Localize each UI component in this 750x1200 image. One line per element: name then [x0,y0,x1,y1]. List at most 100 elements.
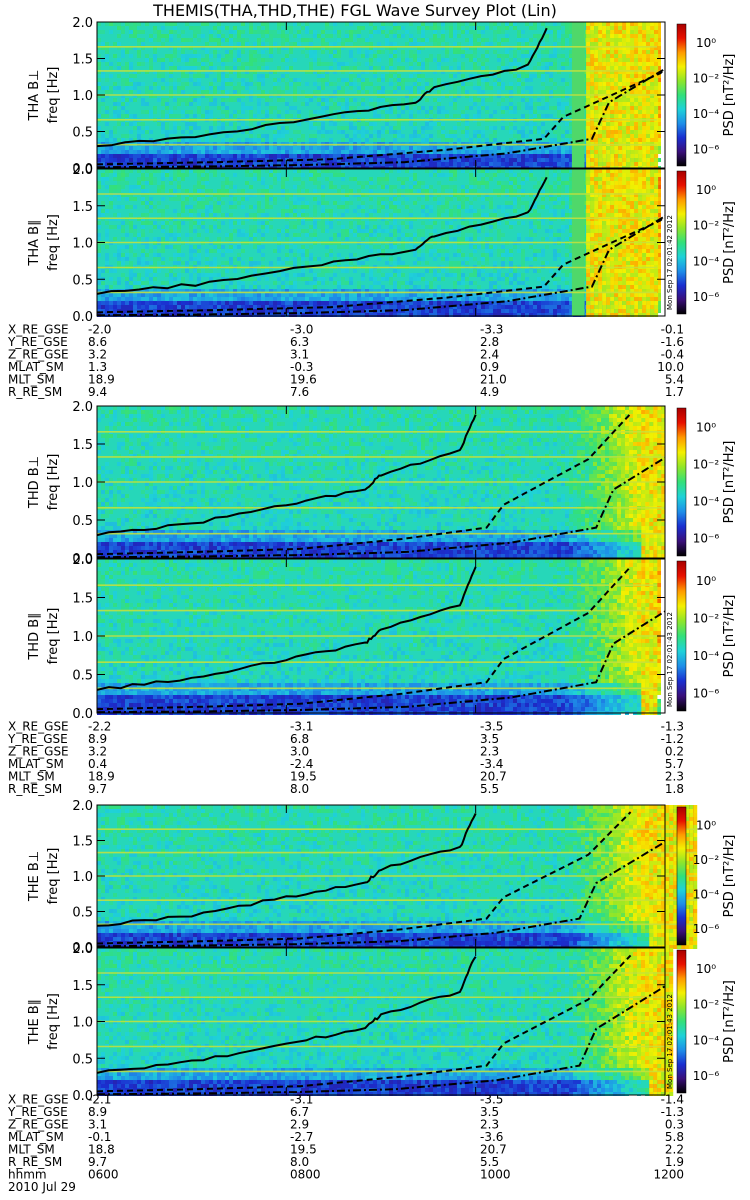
spectrogram-cell [193,26,197,30]
spectrogram-cell [626,66,631,70]
spectrogram-cell [425,78,429,82]
spectrogram-cell [101,46,105,50]
spectrogram-cell [642,90,647,94]
spectrogram-cell [141,173,145,177]
spectrogram-cell [646,126,651,130]
spectrogram-cell [413,154,417,158]
spectrogram-cell [229,50,233,54]
spectrogram-cell [245,138,249,142]
spectrogram-cell [453,94,457,98]
spectrogram-cell [493,150,497,154]
spectrogram-cell [433,38,437,42]
spectrogram-cell [509,130,513,134]
spectrogram-cell [622,86,627,90]
spectrogram-cell [417,30,421,34]
spectrogram-cell [329,162,333,166]
spectrogram-cell [630,162,635,166]
spectrogram-cell [453,169,457,173]
spectrogram-cell [185,66,189,70]
spectrogram-cell [602,110,607,114]
spectrogram-cell [201,66,205,70]
spectrogram-cell [614,38,619,42]
spectrogram-cell [533,102,537,106]
spectrogram-cell [626,134,631,138]
spectrogram-cell [97,158,101,162]
spectrogram-cell [461,74,465,78]
spectrogram-cell [497,205,501,209]
spectrogram-cell [129,30,133,34]
spectrogram-cell [257,30,261,34]
spectrogram-cell [301,154,305,158]
spectrogram-cell [209,146,213,150]
spectrogram-cell [381,138,385,142]
spectrogram-cell [197,98,201,102]
spectrogram-cell [149,86,153,90]
spectrogram-cell [173,177,177,181]
spectrogram-cell [449,138,453,142]
spectrogram-cell [622,74,627,78]
spectrogram-cell [657,22,661,26]
spectrogram-cell [261,193,265,197]
spectrogram-cell [113,185,117,189]
spectrogram-cell [149,94,153,98]
spectrogram-cell [654,134,659,138]
spectrogram-cell [513,173,517,177]
spectrogram-cell [602,154,607,158]
spectrogram-cell [525,38,529,42]
spectrogram-cell [429,173,433,177]
spectrogram-cell [654,114,659,118]
spectrogram-cell [265,146,269,150]
spectrogram-cell [461,189,465,193]
spectrogram-cell [277,134,281,138]
spectrogram-cell [313,197,317,201]
spectrogram-cell [173,130,177,134]
spectrogram-cell [473,177,477,181]
spectrogram-cell [277,173,281,177]
spectrogram-cell [365,70,369,74]
spectrogram-cell [273,162,277,166]
spectrogram-cell [473,38,477,42]
spectrogram-cell [185,38,189,42]
spectrogram-cell [117,22,121,26]
spectrogram-cell [634,50,639,54]
spectrogram-cell [465,185,469,189]
spectrogram-cell [437,173,441,177]
spectrogram-cell [353,193,357,197]
spectrogram-cell [357,86,361,90]
spectrogram-cell [646,114,651,118]
spectrogram-cell [586,162,591,166]
spectrogram-cell [469,22,473,26]
spectrogram-cell [409,62,413,66]
spectrogram-cell [618,22,623,26]
spectrogram-cell [614,58,619,62]
spectrogram-cell [481,197,485,201]
spectrogram-cell [654,102,659,106]
spectrogram-cell [417,58,421,62]
spectrogram-cell [197,185,201,189]
spectrogram-cell [622,78,627,82]
spectrogram-cell [634,30,639,34]
spectrogram-cell [529,90,533,94]
spectrogram-cell [441,185,445,189]
spectrogram-cell [590,90,595,94]
spectrogram-cell [541,154,545,158]
spectrogram-cell [221,138,225,142]
spectrogram-cell [473,158,477,162]
spectrogram-cell [153,162,157,166]
spectrogram-cell [537,185,541,189]
spectrogram-cell [389,162,393,166]
spectrogram-cell [429,38,433,42]
spectrogram-cell [614,162,619,166]
spectrogram-cell [121,169,125,173]
spectrogram-cell [473,169,477,173]
spectrogram-cell [437,122,441,126]
spectrogram-cell [109,30,113,34]
spectrogram-cell [357,74,361,78]
spectrogram-cell [657,177,661,181]
spectrogram-cell [369,197,373,201]
spectrogram-cell [654,22,659,26]
spectrogram-cell [389,74,393,78]
spectrogram-cell [349,189,353,193]
spectrogram-cell [141,38,145,42]
